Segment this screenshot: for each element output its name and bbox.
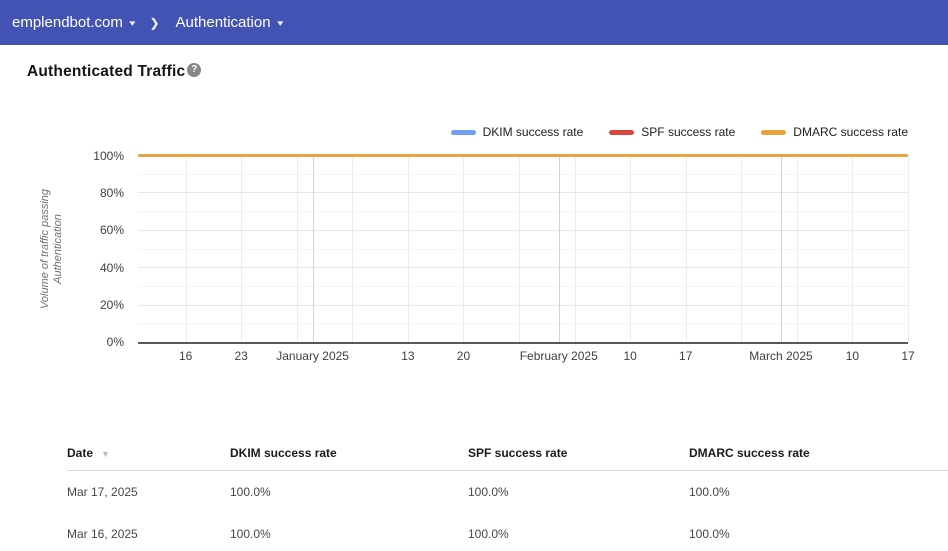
table-body: Mar 17, 2025 100.0% 100.0% 100.0% Mar 16, 20… [0, 471, 948, 551]
x-axis-tick-label: 10 [623, 349, 637, 363]
h-gridline [138, 248, 908, 250]
v-gridline [241, 155, 243, 342]
table-header: DMARC success rate [689, 446, 948, 460]
table-row: Mar 17, 2025 100.0% 100.0% 100.0% [67, 471, 948, 513]
v-gridline [407, 155, 409, 342]
breadcrumb-separator-icon: ❯ [149, 15, 160, 30]
h-gridline [138, 211, 908, 213]
domain-selector-label: emplendbot.com [12, 14, 123, 31]
chevron-down-icon: ▾ [276, 18, 283, 28]
y-axis-title: Volume of traffic passing Authentication [39, 134, 65, 364]
y-axis-tick-label: 100% [93, 149, 124, 163]
v-gridline [741, 155, 743, 342]
v-gridline [185, 155, 187, 342]
month-boundary-gridline [312, 155, 314, 342]
x-axis-month-label: January 2025 [276, 349, 349, 363]
v-gridline [463, 155, 465, 342]
success-rate-line [138, 154, 908, 157]
y-axis-tick-label: 0% [106, 335, 124, 349]
cell-date: Mar 16, 2025 [67, 527, 138, 541]
chart-plot-area[interactable] [138, 154, 909, 344]
legend-label: SPF success rate [641, 125, 736, 139]
v-gridline [630, 155, 632, 342]
v-gridline [352, 155, 354, 342]
x-axis-tick-label: 16 [178, 349, 193, 363]
page-title-text: Authenticated Traffic [27, 63, 186, 80]
domain-selector[interactable]: emplendbot.com ▾ [12, 14, 136, 31]
legend-item: DMARC success rate [761, 125, 908, 139]
v-gridline [796, 155, 798, 342]
v-gridline [519, 155, 521, 342]
x-axis-month-label: February 2025 [519, 349, 598, 363]
x-axis-ticks: 16 23 January 2025 13 20 February 2025 10 17 Mar… [138, 349, 915, 365]
table-header: SPF success rate [468, 446, 689, 460]
h-gridline [138, 192, 908, 194]
legend-swatch [450, 129, 476, 135]
h-gridline [138, 323, 908, 325]
v-gridline [908, 155, 909, 342]
y-axis-ticks: 100% 80% 60% 40% 20% 0% [80, 149, 130, 349]
legend-swatch [609, 129, 635, 135]
cell-rate: 100.0% [689, 485, 730, 499]
x-axis-tick-label: 23 [234, 349, 248, 363]
cell-rate: 100.0% [230, 527, 271, 541]
header-label: SPF success rate [468, 446, 568, 460]
cell-rate: 100.0% [468, 485, 509, 499]
chevron-down-icon: ▾ [129, 18, 136, 28]
month-boundary-gridline [780, 155, 782, 342]
h-gridline [138, 229, 908, 231]
h-gridline [138, 304, 908, 306]
v-gridline [296, 155, 298, 342]
header-label: DMARC success rate [689, 446, 810, 460]
legend-item: SPF success rate [609, 125, 735, 139]
table-header: DKIM success rate [230, 446, 468, 460]
report-selector[interactable]: Authentication ▾ [176, 14, 283, 31]
cell-rate: 100.0% [230, 485, 271, 499]
chart-legend: DKIM success rate SPF success rate DMARC s… [450, 125, 908, 139]
legend-label: DMARC success rate [793, 125, 908, 139]
v-gridline [685, 155, 687, 342]
y-axis-tick-label: 60% [99, 223, 124, 238]
table-row: Mar 16, 2025 100.0% 100.0% 100.0% [67, 513, 948, 551]
table-header-date[interactable]: Date ▼ [67, 446, 230, 460]
x-axis-month-label: March 2025 [749, 349, 813, 363]
legend-item: DKIM success rate [450, 125, 584, 139]
cell-rate: 100.0% [689, 527, 730, 541]
h-gridline [138, 267, 908, 269]
x-axis-tick-label: 20 [456, 349, 471, 363]
cell-date: Mar 17, 2025 [67, 485, 138, 499]
traffic-table: Date ▼ DKIM success rate SPF success rate DM… [0, 436, 948, 551]
y-axis-title-line2: Authentication [52, 214, 64, 284]
x-axis-tick-label: 17 [901, 349, 915, 363]
h-gridline [138, 173, 908, 175]
h-gridline [138, 285, 908, 287]
legend-label: DKIM success rate [482, 125, 584, 139]
sort-descending-icon[interactable]: ▼ [101, 449, 110, 459]
y-axis-tick-label: 20% [99, 297, 124, 312]
x-axis-tick-label: 17 [679, 349, 693, 363]
page-title: Authenticated Traffic? [27, 63, 202, 81]
y-axis-title-line1: Volume of traffic passing [39, 188, 51, 310]
table-header-row: Date ▼ DKIM success rate SPF success rate DM… [67, 436, 948, 471]
v-gridline [852, 155, 854, 342]
legend-swatch [761, 129, 787, 135]
v-gridline [574, 155, 576, 342]
y-axis-tick-label: 80% [99, 186, 124, 201]
x-axis-tick-label: 10 [845, 349, 860, 363]
report-selector-label: Authentication [175, 14, 271, 31]
cell-rate: 100.0% [468, 527, 509, 541]
top-nav-bar: emplendbot.com ▾ ❯ Authentication ▾ [0, 0, 948, 45]
header-label: Date [67, 446, 94, 460]
help-icon[interactable]: ? [187, 63, 202, 77]
month-boundary-gridline [558, 155, 560, 342]
y-axis-tick-label: 40% [99, 260, 124, 275]
x-axis-tick-label: 13 [401, 349, 415, 363]
header-label: DKIM success rate [230, 446, 337, 460]
